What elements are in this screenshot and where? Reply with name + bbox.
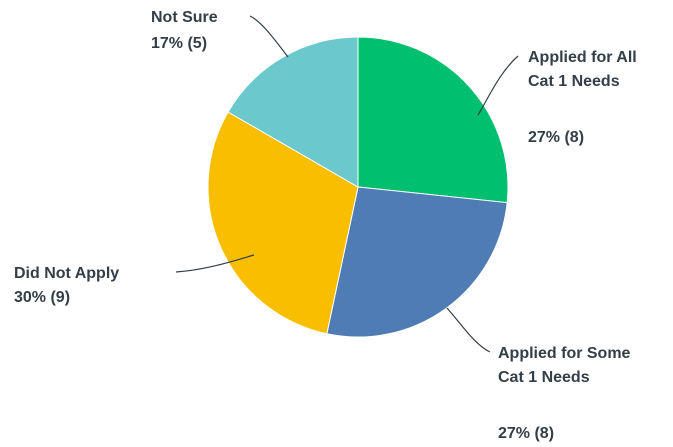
slice-label-line: Applied for All <box>528 49 637 66</box>
slice-value-not-sure: 17% (5) <box>151 35 207 52</box>
slice-value-did-not-apply: 30% (9) <box>14 289 70 306</box>
slice-label-line: Did Not Apply <box>14 265 119 282</box>
slice-label-line: Cat 1 Needs <box>528 73 620 90</box>
slice-label-line: Not Sure <box>151 9 218 26</box>
slice-label-line: Applied for Some <box>498 345 631 362</box>
leader-line <box>477 55 519 116</box>
slice-label-line: Cat 1 Needs <box>498 369 590 386</box>
slice-value-applied-for-some: 27% (8) <box>498 425 554 442</box>
leader-lines <box>175 15 519 353</box>
leader-line <box>446 307 491 353</box>
slice-label-did-not-apply: Did Not Apply <box>14 265 119 282</box>
slice-label-applied-for-some: Applied for Some Cat 1 Needs <box>498 345 635 386</box>
slice-label-applied-for-all: Applied for All Cat 1 Needs <box>528 49 641 90</box>
leader-line <box>249 15 289 58</box>
pie-slices <box>207 36 509 338</box>
leader-line <box>175 254 255 273</box>
pie-slice-did-not-apply <box>207 111 359 335</box>
pie-slice-applied-for-some-cat-1-needs <box>326 186 508 338</box>
pie-slice-not-sure <box>227 36 359 188</box>
slice-label-not-sure: Not Sure <box>151 9 218 26</box>
pie-slice-applied-for-all-cat-1-needs <box>357 36 509 204</box>
slice-value-applied-for-all: 27% (8) <box>528 129 584 146</box>
